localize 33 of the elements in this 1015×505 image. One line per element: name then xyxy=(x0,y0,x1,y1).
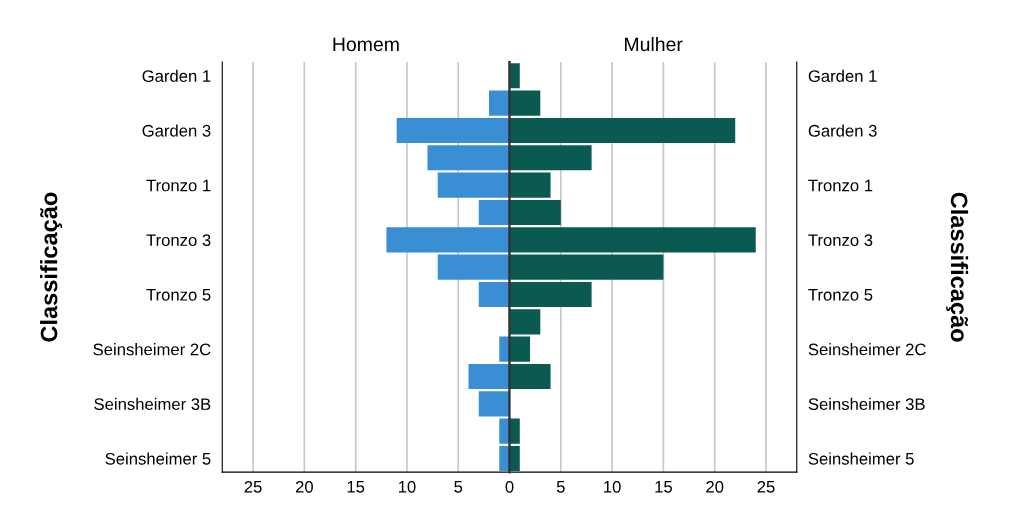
x-tick-label: 15 xyxy=(347,481,365,493)
y-tick-label: Seinsheimer 5 xyxy=(105,452,211,465)
y-axis-title: Classificação xyxy=(946,192,969,342)
y-tick-label: Seinsheimer 5 xyxy=(808,452,914,465)
y-tick-label: Tronzo 5 xyxy=(146,289,211,301)
y-tick-label: Tronzo 3 xyxy=(808,234,873,247)
x-tick-label: 20 xyxy=(706,480,724,493)
bar xyxy=(509,309,541,335)
y-tick-label: Garden 3 xyxy=(142,124,211,137)
x-tick-label: 5 xyxy=(556,481,565,493)
y-tick-label: Tronzo 3 xyxy=(146,234,211,247)
y-tick-label: Seinsheimer 3B xyxy=(808,397,925,411)
x-tick-label: 10 xyxy=(604,480,621,493)
y-axis-title: Classificação xyxy=(40,192,63,342)
y-tick-label: Tronzo 1 xyxy=(146,179,211,192)
chart-title: Homem xyxy=(333,37,399,52)
x-tick-label: 25 xyxy=(757,480,775,493)
y-tick-label: Seinsheimer 2C xyxy=(808,343,926,356)
chart-title: Mulher xyxy=(625,36,683,52)
x-tick-label: 0 xyxy=(505,480,514,493)
y-tick-label: Garden 1 xyxy=(808,69,877,82)
y-tick-label: Garden 1 xyxy=(142,69,211,82)
x-tick-label: 10 xyxy=(398,480,416,493)
y-tick-label: Tronzo 5 xyxy=(808,289,873,301)
bar xyxy=(478,391,510,417)
y-tick-label: Seinsheimer 2C xyxy=(93,343,211,356)
x-tick-label: 15 xyxy=(655,481,672,493)
x-tick-label: 5 xyxy=(454,481,463,493)
y-tick-label: Seinsheimer 3B xyxy=(94,397,211,411)
y-tick-label: Tronzo 1 xyxy=(808,179,873,192)
x-tick-label: 25 xyxy=(244,480,262,493)
y-tick-label: Garden 3 xyxy=(808,124,877,137)
x-tick-label: 20 xyxy=(295,480,313,493)
